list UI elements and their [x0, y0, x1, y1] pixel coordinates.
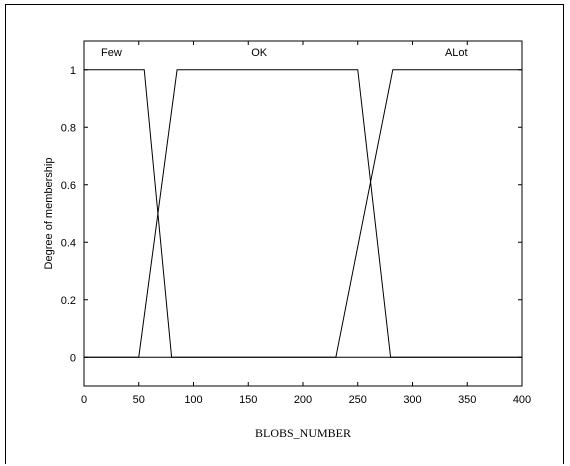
- y-tick-label: 0: [70, 352, 76, 364]
- mf-labels: Few OK ALot: [101, 47, 468, 59]
- y-tick-label: 0.8: [61, 122, 76, 134]
- x-tick-label: 300: [403, 394, 421, 406]
- x-tick-label: 100: [184, 394, 202, 406]
- x-tick-label: 250: [349, 394, 367, 406]
- x-axis-label: BLOBS_NUMBER: [255, 426, 351, 440]
- series-layer: [84, 69, 522, 358]
- ticks-layer: 0 50 100 150 200 250 300 350 400 0 0.2 0.4 0.6 0.8 1: [61, 41, 531, 406]
- y-tick-label: 0.6: [61, 180, 76, 192]
- y-tick-label: 0.4: [61, 237, 76, 249]
- series-line-few: [84, 69, 522, 358]
- x-tick-label: 400: [513, 394, 531, 406]
- mf-label-ok: OK: [251, 47, 268, 59]
- figure-frame: [5, 4, 564, 464]
- x-tick-label: 50: [133, 394, 145, 406]
- series-line-ok: [84, 69, 522, 358]
- y-tick-label: 1: [70, 65, 76, 77]
- series-line-alot: [84, 69, 522, 358]
- x-tick-label: 150: [239, 394, 257, 406]
- mf-label-few: Few: [101, 47, 122, 59]
- y-axis-label: Degree of membership: [43, 158, 55, 270]
- mf-label-alot: ALot: [445, 47, 468, 59]
- axes-box: [83, 40, 523, 387]
- x-tick-label: 200: [294, 394, 312, 406]
- x-tick-label: 0: [81, 394, 87, 406]
- y-tick-label: 0.2: [61, 295, 76, 307]
- x-tick-label: 350: [458, 394, 476, 406]
